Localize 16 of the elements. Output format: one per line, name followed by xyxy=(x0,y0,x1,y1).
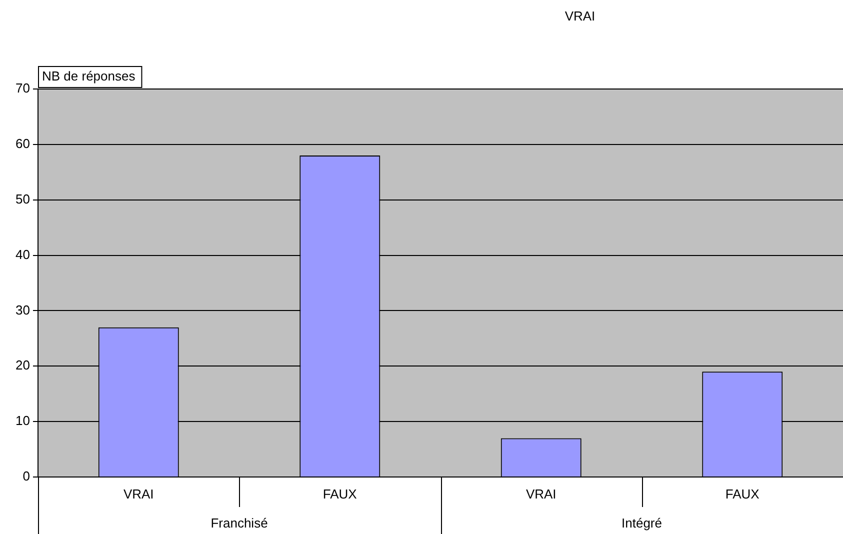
y-tick-label: 40 xyxy=(16,246,30,262)
x-tick-label: FAUX xyxy=(322,486,358,502)
y-tick-label: 20 xyxy=(16,358,30,373)
y-tick-label: 10 xyxy=(16,413,30,428)
y-tick-label: 70 xyxy=(16,80,30,96)
text: Franchisé xyxy=(210,516,268,531)
text: Intégré xyxy=(622,516,662,531)
x-tick-label: VRAI xyxy=(526,486,556,502)
y-tick-label: 0 xyxy=(22,468,30,484)
x-tick-label: FAUX xyxy=(725,486,760,502)
chart-title: VRAI xyxy=(564,8,596,24)
y-tick-label: 30 xyxy=(16,302,30,318)
y-tick-label: 50 xyxy=(16,191,30,206)
x-tick-label: VRAI xyxy=(123,486,154,502)
y-tick-label: 60 xyxy=(16,136,30,152)
y-axis-title: NB de réponses xyxy=(42,68,136,84)
